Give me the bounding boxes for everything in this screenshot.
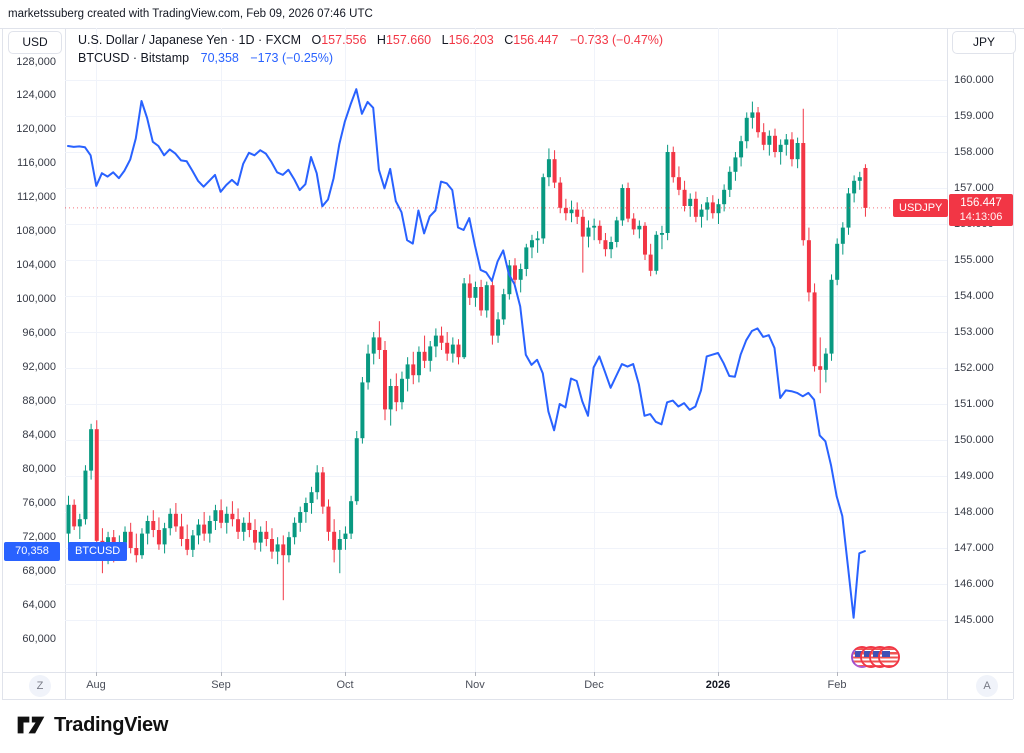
left-axis-tick: 84,000 [22, 428, 56, 441]
left-axis-tick: 68,000 [22, 564, 56, 577]
usdjpy-bar-countdown: 14:13:06 [959, 210, 1003, 223]
left-price-scale[interactable]: 128,000 124,000 120,000 116,000 112,000 108,0… [0, 0, 60, 672]
low-key: L [441, 33, 449, 47]
time-scale[interactable]: Aug Sep Oct Nov Dec 2026 Feb [0, 672, 1024, 699]
right-axis-tick: 158.000 [954, 145, 994, 158]
left-axis-tick: 128,000 [16, 55, 56, 68]
usdjpy-price-line-tag: USDJPY [893, 198, 949, 217]
close-value: 156.447 [513, 33, 559, 47]
left-axis-tick: 60,000 [22, 632, 56, 645]
right-axis-tick: 160.000 [954, 73, 994, 86]
time-axis-label: Oct [336, 679, 354, 691]
right-axis-tick: 145.000 [954, 613, 994, 626]
btcusd-price: 70,358 [200, 51, 239, 65]
right-axis-tick: 157.000 [954, 181, 994, 194]
right-scale-currency-badge[interactable]: JPY [952, 31, 1016, 54]
left-axis-tick: 76,000 [22, 496, 56, 509]
legend: U.S. Dollar / Japanese Yen · 1D · FXCM O… [78, 31, 663, 67]
time-axis-label: Feb [827, 679, 847, 691]
left-axis-tick: 120,000 [16, 123, 56, 136]
right-axis-tick: 148.000 [954, 505, 994, 518]
legend-btcusd-symbol: BTCUSD · Bitstamp [78, 51, 190, 65]
right-axis-tick: 152.000 [954, 361, 994, 374]
left-axis-tick: 124,000 [16, 89, 56, 102]
left-axis-tick: 108,000 [16, 225, 56, 238]
left-axis-tick: 112,000 [17, 191, 56, 204]
time-axis-label: Sep [211, 679, 231, 691]
left-axis-tick: 92,000 [22, 360, 56, 373]
time-axis-label: Dec [584, 679, 604, 691]
btcusd-change: −173 (−0.25%) [250, 51, 334, 65]
right-axis-tick: 154.000 [954, 289, 994, 302]
usdjpy-price-label: 156.447 14:13:06 [949, 193, 1013, 226]
btcusd-price-label: 70,358 [4, 542, 60, 562]
tradingview-logo-text: TradingView [54, 713, 169, 736]
time-axis-label: 2026 [705, 679, 731, 691]
close-key: C [504, 33, 514, 47]
right-axis-tick: 155.000 [954, 253, 994, 266]
left-axis-tick: 116,000 [17, 157, 56, 170]
right-axis-tick: 150.000 [954, 433, 994, 446]
tradingview-logo-icon [17, 716, 45, 734]
high-key: H [376, 33, 386, 47]
left-axis-tick: 72,000 [22, 530, 56, 543]
usdjpy-change: −0.733 (−0.47%) [569, 33, 664, 47]
btcusd-price-line-tag: BTCUSD [68, 542, 128, 562]
high-value: 157.660 [385, 33, 432, 47]
economic-event-flags[interactable] [851, 646, 900, 668]
tradingview-logo[interactable]: TradingView [16, 707, 168, 743]
open-key: O [311, 33, 322, 47]
us-flag-event-icon[interactable] [878, 646, 900, 668]
usdjpy-last-price: 156.447 [960, 196, 1002, 209]
jump-to-start-button[interactable]: Z [29, 675, 51, 697]
right-price-scale[interactable]: 160.000159.000158.000157.000156.000155.0… [954, 0, 1022, 672]
left-axis-tick: 64,000 [22, 598, 56, 611]
right-axis-tick: 146.000 [954, 577, 994, 590]
legend-btcusd-row[interactable]: BTCUSD · Bitstamp 70,358 −173 (−0.25%) [78, 49, 663, 67]
left-axis-tick: 104,000 [16, 259, 56, 272]
right-axis-tick: 159.000 [954, 109, 994, 122]
right-axis-tick: 149.000 [954, 469, 994, 482]
jump-to-end-button[interactable]: A [976, 675, 998, 697]
open-value: 157.556 [321, 33, 367, 47]
time-axis-label: Nov [465, 679, 485, 691]
attribution-text: marketssuberg created with TradingView.c… [8, 8, 373, 20]
legend-usdjpy-row[interactable]: U.S. Dollar / Japanese Yen · 1D · FXCM O… [78, 31, 663, 49]
legend-usdjpy-symbol: U.S. Dollar / Japanese Yen · 1D · FXCM [78, 33, 302, 47]
low-value: 156.203 [448, 33, 494, 47]
left-axis-tick: 80,000 [22, 462, 56, 475]
left-axis-tick: 96,000 [22, 327, 56, 340]
left-axis-tick: 88,000 [22, 394, 56, 407]
left-scale-currency-badge[interactable]: USD [8, 31, 62, 54]
right-axis-tick: 151.000 [954, 397, 994, 410]
left-axis-tick: 100,000 [16, 293, 56, 306]
right-axis-tick: 153.000 [954, 325, 994, 338]
right-axis-tick: 147.000 [954, 541, 994, 554]
time-axis-label: Aug [86, 679, 106, 691]
